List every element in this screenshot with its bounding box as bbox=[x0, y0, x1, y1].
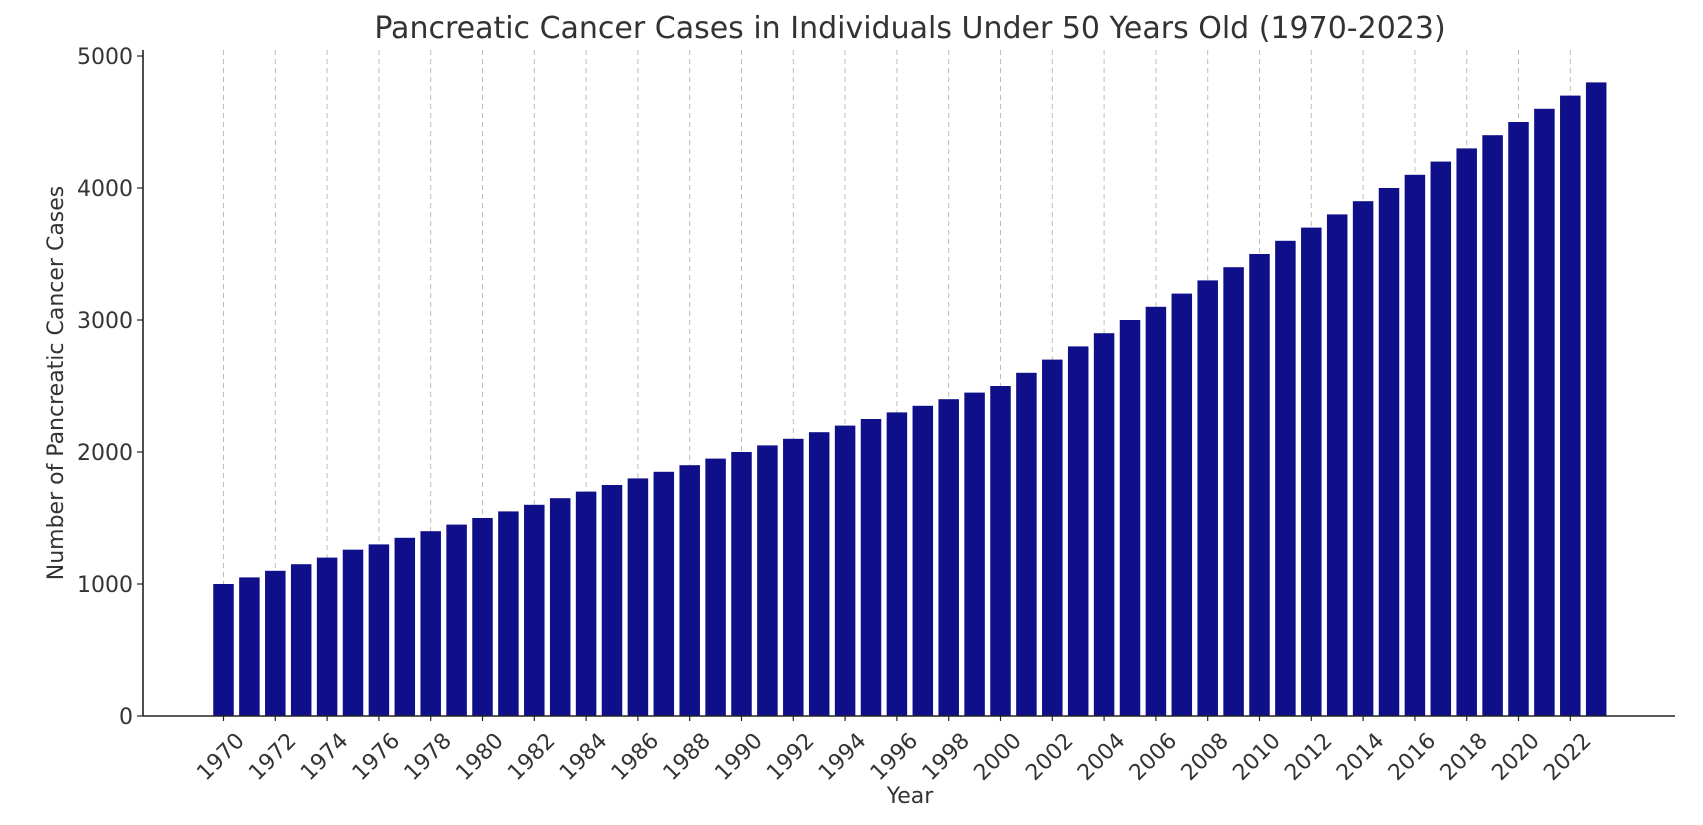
x-tick-label-1970: 1970 bbox=[192, 729, 249, 786]
x-tick-label-2012: 2012 bbox=[1280, 729, 1337, 786]
bar-1979 bbox=[446, 524, 467, 716]
bar-1996 bbox=[886, 412, 908, 716]
bar-1981 bbox=[498, 511, 519, 716]
bar-1994 bbox=[834, 425, 856, 716]
bar-2013 bbox=[1326, 214, 1348, 716]
x-ticks: 1970197219741976197819801982198419861988… bbox=[192, 716, 1597, 786]
x-tick-label-2002: 2002 bbox=[1021, 729, 1078, 786]
x-tick-label-1988: 1988 bbox=[659, 729, 716, 786]
bar-1995 bbox=[860, 419, 882, 716]
x-tick-label-1986: 1986 bbox=[607, 729, 664, 786]
bar-1975 bbox=[342, 549, 364, 716]
x-tick-label-1984: 1984 bbox=[555, 729, 612, 786]
x-tick-label-1978: 1978 bbox=[400, 729, 457, 786]
x-tick-label-2022: 2022 bbox=[1539, 729, 1596, 786]
bar-2005 bbox=[1119, 320, 1141, 716]
bar-2009 bbox=[1223, 267, 1244, 716]
bar-1992 bbox=[783, 438, 804, 716]
bar-2014 bbox=[1352, 201, 1374, 716]
x-tick-label-2016: 2016 bbox=[1384, 729, 1441, 786]
x-tick-label-1980: 1980 bbox=[451, 729, 508, 786]
bar-2007 bbox=[1171, 293, 1193, 716]
bar-1978 bbox=[420, 531, 441, 716]
bar-2016 bbox=[1404, 174, 1426, 717]
bar-2010 bbox=[1249, 254, 1270, 716]
bar-1974 bbox=[316, 557, 338, 716]
bar-2018 bbox=[1456, 148, 1477, 716]
bar-1972 bbox=[265, 570, 286, 716]
y-axis-label: Number of Pancreatic Cancer Cases bbox=[44, 186, 69, 581]
x-tick-label-2008: 2008 bbox=[1177, 729, 1234, 786]
x-tick-label-2020: 2020 bbox=[1487, 729, 1544, 786]
bar-2022 bbox=[1560, 95, 1581, 717]
bar-2003 bbox=[1067, 346, 1089, 716]
bar-2000 bbox=[990, 386, 1011, 716]
bar-2008 bbox=[1197, 280, 1218, 716]
bar-1987 bbox=[653, 471, 675, 716]
bar-1971 bbox=[239, 577, 260, 716]
bar-2006 bbox=[1145, 306, 1167, 716]
x-tick-label-1998: 1998 bbox=[918, 729, 975, 786]
x-tick-label-2004: 2004 bbox=[1073, 729, 1130, 786]
bar-2020 bbox=[1508, 122, 1529, 716]
x-tick-label-1990: 1990 bbox=[710, 729, 767, 786]
bars bbox=[213, 82, 1607, 717]
chart-title: Pancreatic Cancer Cases in Individuals U… bbox=[374, 11, 1445, 46]
bar-1988 bbox=[679, 465, 700, 716]
bar-1977 bbox=[394, 537, 416, 716]
y-tick-label-1000: 1000 bbox=[77, 573, 133, 598]
x-tick-label-2010: 2010 bbox=[1228, 729, 1285, 786]
bar-2004 bbox=[1093, 333, 1115, 716]
x-tick-label-1994: 1994 bbox=[814, 729, 871, 786]
bar-2012 bbox=[1301, 227, 1322, 716]
bar-1985 bbox=[601, 485, 623, 716]
x-tick-label-1976: 1976 bbox=[348, 729, 405, 786]
y-tick-label-2000: 2000 bbox=[77, 441, 133, 466]
bar-1993 bbox=[808, 432, 830, 716]
bar-2021 bbox=[1534, 108, 1555, 717]
bar-1973 bbox=[290, 564, 312, 716]
x-tick-label-1996: 1996 bbox=[866, 729, 923, 786]
bar-1970 bbox=[213, 584, 234, 716]
bar-1980 bbox=[472, 518, 493, 716]
y-ticks: 0 1000 2000 3000 4000 5000 bbox=[77, 45, 143, 730]
bar-1986 bbox=[627, 478, 649, 716]
bar-1984 bbox=[575, 491, 597, 716]
y-tick-label-4000: 4000 bbox=[77, 177, 133, 202]
axes bbox=[142, 50, 1675, 717]
y-tick-label-5000: 5000 bbox=[77, 45, 133, 70]
bar-1990 bbox=[731, 452, 752, 716]
x-tick-label-1972: 1972 bbox=[244, 729, 301, 786]
bar-1997 bbox=[912, 405, 934, 716]
bar-2019 bbox=[1482, 135, 1503, 716]
bar-1976 bbox=[368, 544, 390, 716]
bar-1982 bbox=[524, 504, 545, 716]
y-tick-label-3000: 3000 bbox=[77, 309, 133, 334]
bar-2015 bbox=[1378, 188, 1400, 716]
bar-1983 bbox=[549, 498, 571, 716]
bar-1991 bbox=[757, 445, 778, 716]
bar-1989 bbox=[705, 458, 726, 716]
bar-2011 bbox=[1275, 240, 1296, 717]
bar-1999 bbox=[964, 392, 985, 716]
bar-2017 bbox=[1430, 161, 1452, 717]
y-tick-label-0: 0 bbox=[119, 705, 133, 730]
x-tick-label-2006: 2006 bbox=[1125, 729, 1182, 786]
x-tick-label-2018: 2018 bbox=[1436, 729, 1493, 786]
x-tick-label-2000: 2000 bbox=[969, 729, 1026, 786]
x-axis-label: Year bbox=[886, 784, 935, 809]
x-tick-label-1992: 1992 bbox=[762, 729, 819, 786]
bar-2002 bbox=[1042, 359, 1063, 716]
x-tick-label-1982: 1982 bbox=[503, 729, 560, 786]
x-tick-label-1974: 1974 bbox=[296, 729, 353, 786]
bar-2023 bbox=[1585, 82, 1607, 716]
x-tick-label-2014: 2014 bbox=[1332, 729, 1389, 786]
bar-2001 bbox=[1016, 372, 1037, 716]
bar-1998 bbox=[938, 399, 959, 716]
